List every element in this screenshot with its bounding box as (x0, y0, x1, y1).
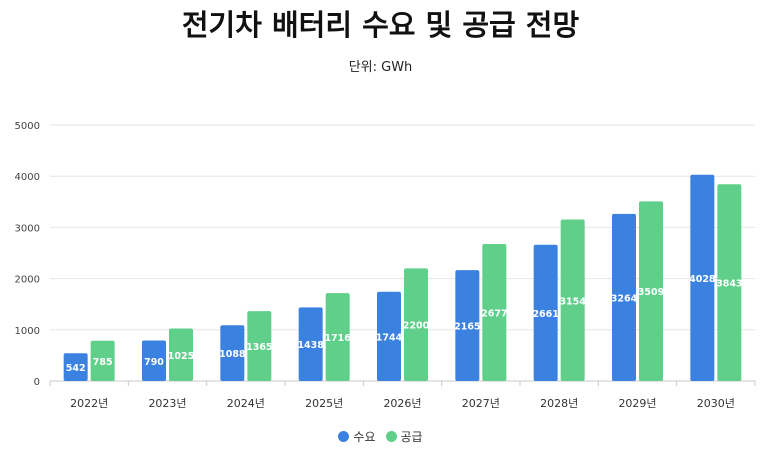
bar-supply (482, 243, 507, 381)
data-label: 3154 (559, 296, 586, 307)
x-tick-label: 2024년 (227, 397, 265, 410)
chart-title: 전기차 배터리 수요 및 공급 전망 (181, 8, 580, 42)
bar-supply (560, 219, 585, 381)
bar-demand (612, 213, 636, 381)
data-label: 1438 (297, 340, 324, 351)
bar-supply (90, 340, 115, 381)
y-tick-label: 4000 (15, 172, 40, 183)
bar-supply (169, 328, 193, 381)
bar-supply (325, 293, 350, 381)
legend: 수요 공급 (0, 428, 761, 445)
x-tick-label: 2029년 (618, 397, 656, 410)
data-label: 1088 (219, 349, 246, 360)
bar-supply (247, 311, 272, 381)
data-label: 785 (93, 357, 113, 368)
y-tick-label: 3000 (15, 223, 40, 234)
x-tick-label: 2026년 (383, 397, 421, 410)
bar-demand (298, 307, 323, 381)
y-tick-label: 0 (34, 377, 40, 388)
y-tick-label: 5000 (15, 121, 40, 132)
bar-demand (63, 353, 88, 381)
chart-subtitle: 단위: GWh (348, 60, 413, 75)
legend-swatch-demand (338, 431, 350, 442)
bar-supply (404, 268, 428, 381)
data-label: 2165 (454, 322, 480, 333)
bar-demand (142, 340, 166, 381)
data-label: 790 (144, 357, 164, 368)
data-label: 2661 (532, 309, 558, 320)
data-label: 2200 (403, 321, 430, 332)
legend-item-demand[interactable]: 수요 (338, 428, 376, 445)
data-label: 1744 (376, 332, 403, 343)
data-label: 1716 (324, 333, 351, 344)
bar-supply (639, 201, 663, 381)
legend-item-supply[interactable]: 공급 (385, 428, 423, 445)
bar-demand (220, 325, 245, 381)
bar-demand (455, 270, 480, 381)
bar-demand (377, 291, 401, 381)
y-tick-label: 2000 (15, 275, 40, 286)
data-label: 2677 (481, 308, 507, 319)
bar-supply (717, 184, 742, 381)
x-tick-label: 2027년 (462, 397, 500, 410)
data-label: 1365 (246, 342, 272, 353)
legend-label-supply: 공급 (400, 430, 423, 444)
bar-demand (690, 174, 715, 381)
data-label: 3843 (716, 279, 742, 290)
bar-demand (533, 244, 558, 381)
x-tick-label: 2030년 (697, 397, 735, 410)
data-label: 4028 (689, 274, 716, 285)
y-tick-label: 1000 (15, 326, 40, 337)
data-label: 3509 (638, 287, 664, 298)
data-label: 1025 (168, 351, 194, 362)
x-tick-label: 2028년 (540, 397, 578, 410)
x-tick-label: 2025년 (305, 397, 343, 410)
data-label: 542 (66, 363, 86, 374)
legend-label-demand: 수요 (353, 430, 376, 444)
legend-swatch-supply (385, 431, 397, 442)
x-tick-label: 2023년 (148, 397, 186, 410)
data-label: 3264 (611, 293, 638, 304)
x-tick-label: 2022년 (70, 397, 108, 410)
